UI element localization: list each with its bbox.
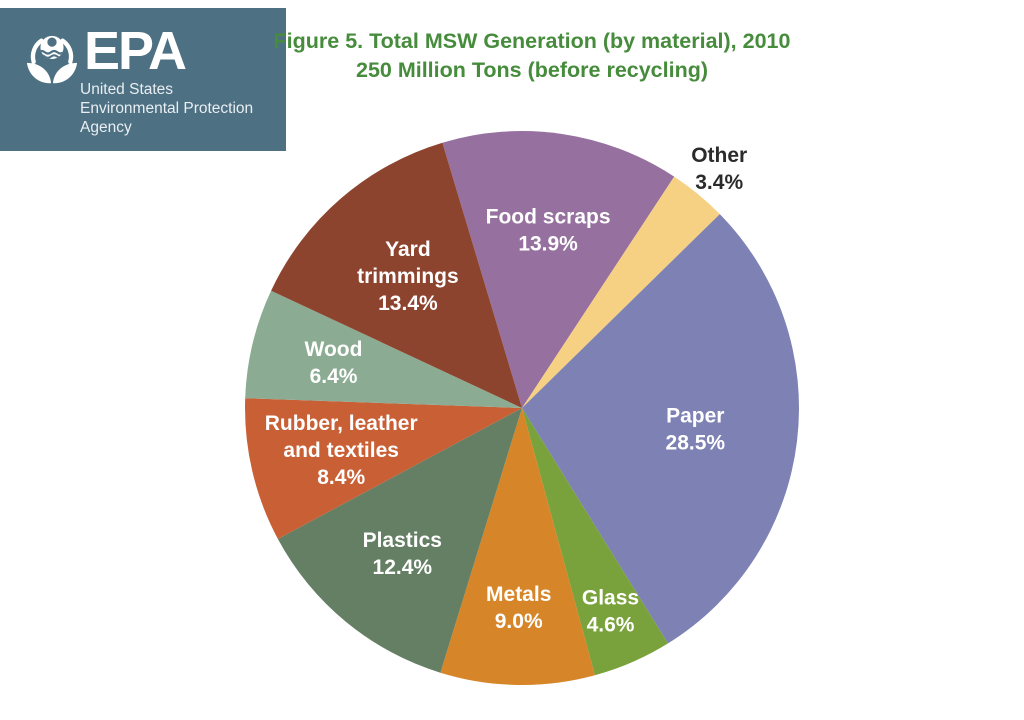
agency-line-1: United States (80, 81, 174, 98)
pie-slice-metals (440, 408, 595, 685)
pie-slice-other (522, 176, 720, 408)
pie-slice-paper (522, 214, 799, 644)
pie-label-glass: Glass 4.6% (582, 586, 639, 636)
pie-slice-plastics (277, 408, 522, 673)
pie-label-rubber-leather-and-textiles: Rubber, leather and textiles 8.4% (265, 412, 418, 489)
figure-title-line1: Figure 5. Total MSW Generation (by mater… (273, 29, 791, 53)
pie-slice-glass (522, 408, 668, 676)
agency-line-2: Environmental Protection (80, 100, 254, 117)
pie-label-food-scraps: Food scraps 13.9% (486, 205, 611, 255)
pie-label-yard-trimmings: Yard trimmings 13.4% (357, 237, 459, 314)
pie-slice-yard-trimmings (271, 142, 522, 408)
pie-label-other: Other 3.4% (691, 144, 747, 194)
figure-title: Figure 5. Total MSW Generation (by mater… (262, 27, 802, 85)
pie-label-metals: Metals 9.0% (486, 582, 551, 632)
agency-line-3: Agency (80, 119, 132, 136)
epa-wordmark: EPA (84, 21, 187, 81)
pie-label-wood: Wood 6.4% (305, 338, 363, 388)
epa-agency-name: United States Environmental Protection A… (80, 80, 253, 137)
epa-flower-icon (26, 35, 78, 84)
pie-label-paper: Paper 28.5% (666, 404, 726, 454)
pie-slice-rubber-leather-and-textiles (245, 398, 523, 539)
epa-header-block: EPA United States Environmental Protecti… (0, 8, 286, 151)
pie-slice-wood (245, 290, 522, 408)
pie-label-plastics: Plastics 12.4% (363, 528, 442, 578)
pie-slice-food-scraps (442, 131, 675, 408)
figure-title-line2: 250 Million Tons (before recycling) (355, 58, 709, 82)
